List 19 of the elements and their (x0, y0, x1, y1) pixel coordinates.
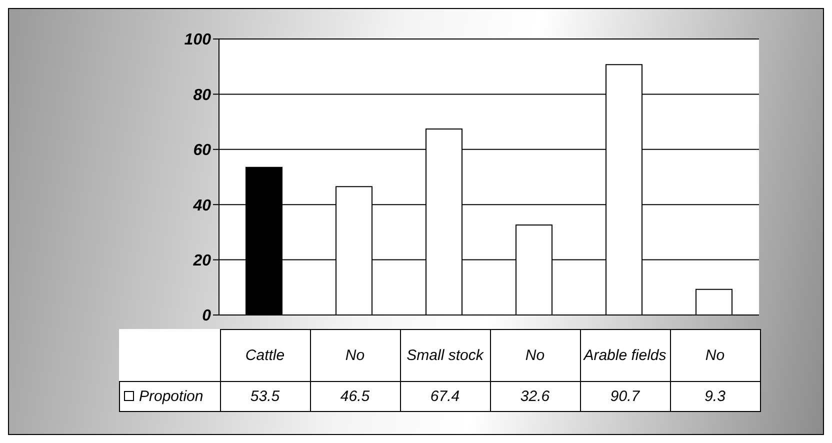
data-label: 9.3 (670, 382, 760, 412)
x-tick-label: No (490, 330, 580, 382)
y-tick-label: 100 (184, 32, 212, 49)
y-tick-label: 0 (202, 308, 212, 325)
x-tick-label: Arable fields (580, 330, 670, 382)
data-label: 32.6 (490, 382, 580, 412)
data-label: 46.5 (310, 382, 400, 412)
data-label: 53.5 (220, 382, 310, 412)
x-tick-label: Small stock (400, 330, 490, 382)
y-tick-label: 80 (193, 86, 212, 104)
y-tick-label: 60 (193, 142, 212, 160)
y-tick-label: 40 (192, 197, 212, 214)
data-label: 90.7 (580, 382, 670, 412)
x-tick-label: No (310, 330, 400, 382)
legend-label: Propotion (120, 382, 220, 412)
y-tick-label: 20 (192, 252, 212, 270)
x-tick-label: Cattle (220, 330, 310, 382)
data-label: 67.4 (400, 382, 490, 412)
x-tick-label: No (670, 330, 760, 382)
